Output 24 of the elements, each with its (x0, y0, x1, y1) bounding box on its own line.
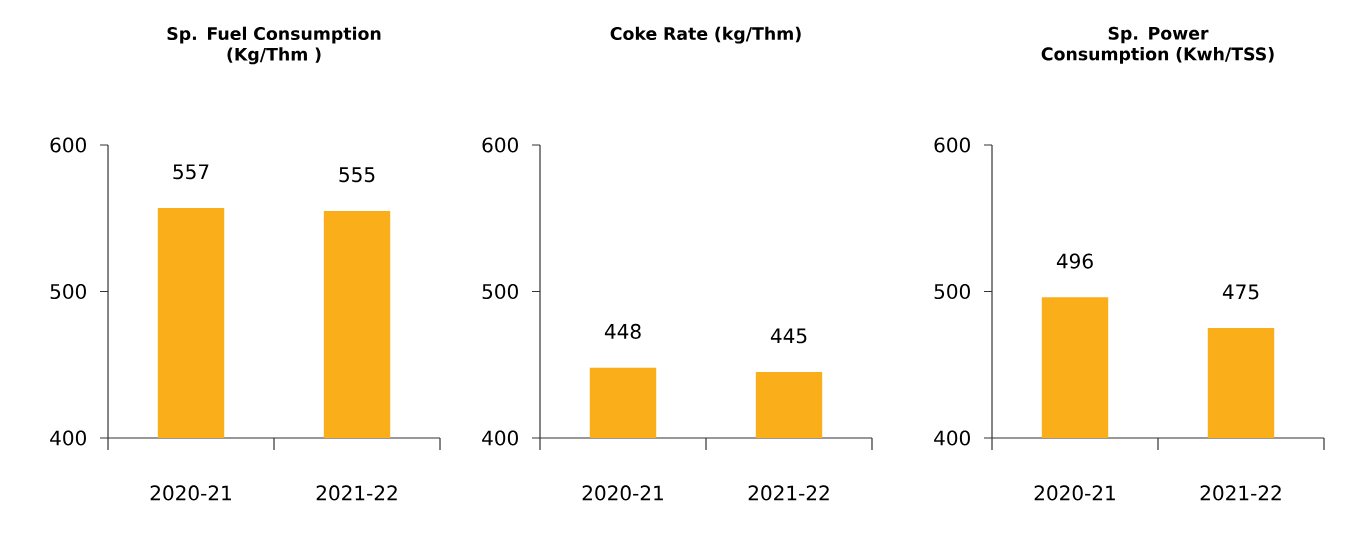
x-tick-label: 2021-22 (1200, 485, 1281, 501)
chart-title: Sp. Power Consumption (Kwh/TSS) (1041, 26, 1274, 64)
y-tick-label: 500 (934, 283, 970, 300)
y-tick-label: 600 (50, 137, 86, 153)
data-label: 496 (1056, 253, 1093, 269)
x-tick-label: 2021-22 (748, 485, 829, 501)
data-label: 448 (604, 323, 641, 339)
x-tick-label: 2020-21 (1034, 485, 1115, 501)
y-tick-label: 400 (50, 430, 86, 446)
y-tick-label: 400 (934, 430, 970, 446)
y-tick-label: 600 (934, 137, 970, 153)
chart-title: Coke Rate (kg/Thm) (610, 26, 801, 44)
data-label: 555 (339, 167, 375, 183)
y-tick-label: 600 (482, 137, 518, 153)
y-tick-label: 500 (50, 283, 86, 300)
x-tick-label: 2021-22 (316, 485, 397, 501)
x-tick-label: 2020-21 (150, 485, 231, 501)
data-label: 475 (1222, 284, 1259, 300)
y-tick-label: 400 (482, 430, 518, 446)
data-label: 445 (770, 328, 807, 344)
y-tick-label: 500 (482, 283, 518, 300)
chart-title: Sp. Fuel Consumption (Kg/Thm ) (167, 26, 381, 65)
x-tick-label: 2020-21 (582, 485, 663, 501)
data-label: 557 (173, 164, 209, 180)
